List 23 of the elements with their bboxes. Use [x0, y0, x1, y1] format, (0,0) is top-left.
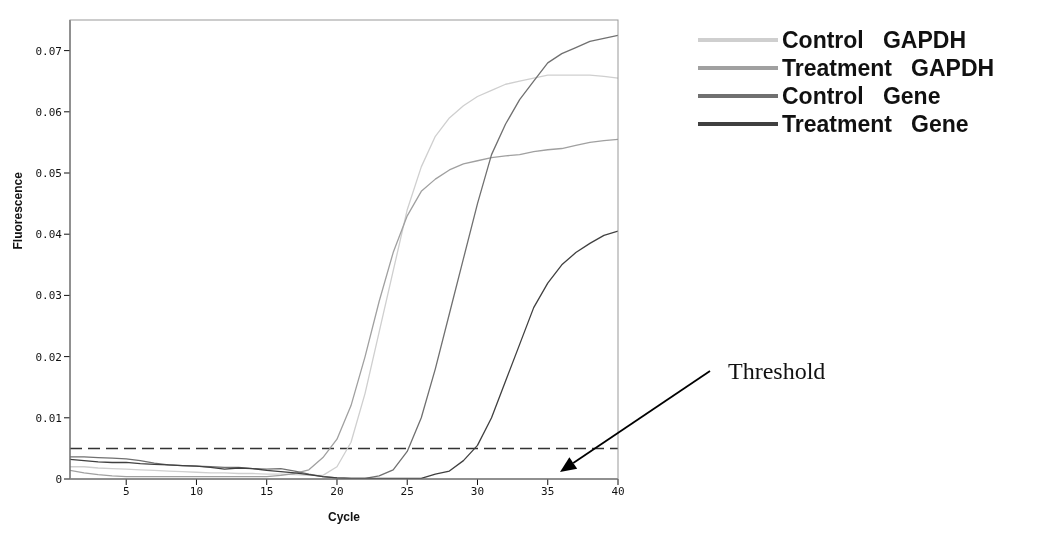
x-axis-title: Cycle [327, 510, 361, 524]
legend-label: Treatment Gene [782, 110, 969, 138]
x-tick-label: 25 [400, 484, 414, 498]
legend-label: Control GAPDH [782, 26, 966, 54]
x-tick-label: 30 [470, 484, 485, 498]
x-tick-label: 40 [611, 484, 625, 498]
y-tick-label: 0.01 [35, 411, 62, 425]
y-tick-label: 0.04 [35, 228, 63, 242]
y-tick-label: 0.05 [35, 166, 62, 180]
legend-label: Control Gene [782, 82, 941, 110]
x-tick-label: 20 [330, 484, 344, 498]
y-tick-label: 0.03 [35, 289, 62, 303]
y-tick-label: 0.02 [35, 350, 62, 364]
x-tick-label: 15 [260, 484, 274, 498]
text: Threshold [728, 358, 826, 384]
x-tick-label: 5 [122, 484, 130, 498]
x-tick-label: 35 [541, 484, 555, 498]
y-tick-label: 0 [55, 472, 62, 486]
y-axis-title: Fluorescence [11, 171, 26, 250]
x-tick-label: 10 [189, 484, 204, 498]
legend-label: Treatment GAPDH [782, 54, 995, 82]
y-tick-label: 0.07 [35, 44, 62, 58]
y-tick-label: 0.06 [35, 105, 62, 119]
